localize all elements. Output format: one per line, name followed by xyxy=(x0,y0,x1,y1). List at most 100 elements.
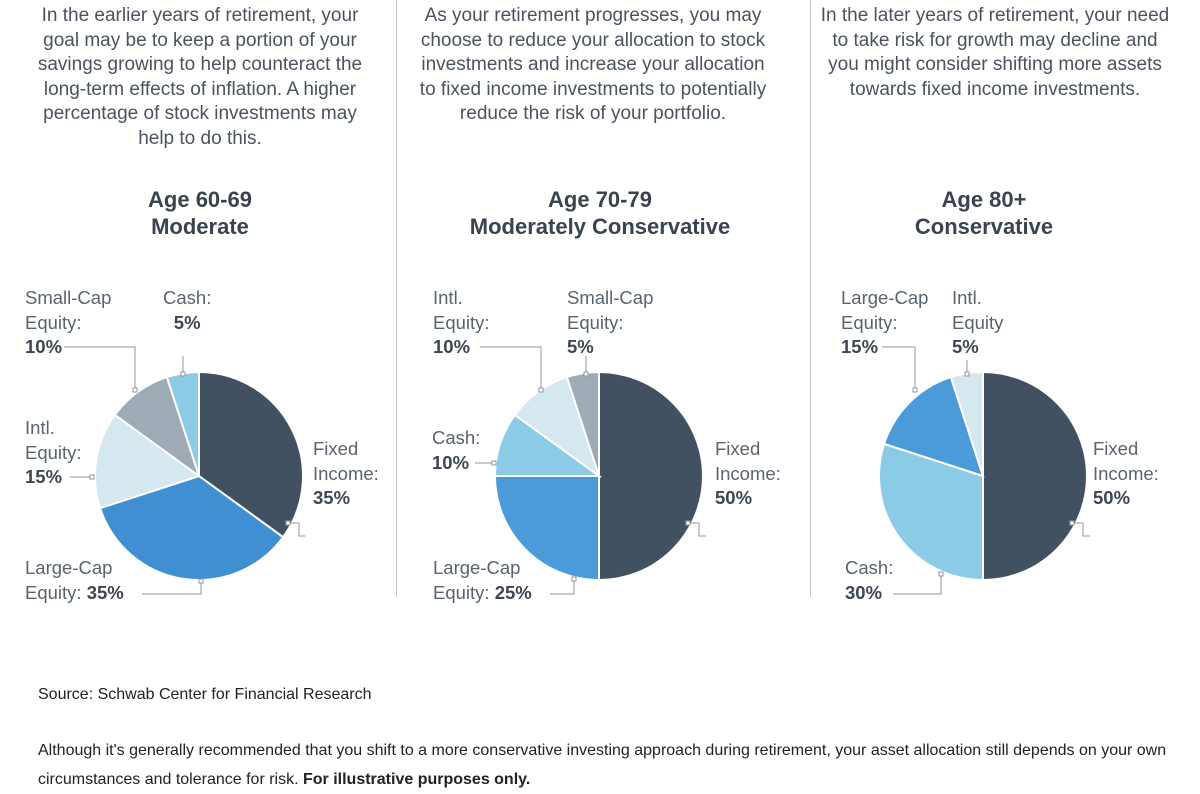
pie-charts xyxy=(64,346,1090,595)
chart1-cash-value: 5% xyxy=(173,311,201,333)
pie-1-leader-dot-large-cap-equity xyxy=(198,578,204,584)
conservative-profile-heading: Conservative xyxy=(914,214,1054,239)
chart1-intl-value: 15% xyxy=(25,466,63,488)
age-70-79-heading: Age 70-79 xyxy=(548,187,652,212)
chart2-intl-name: Intl. xyxy=(433,287,463,308)
chart1-large-cap-name2: Equity: xyxy=(25,581,87,603)
chart1-label-fixed-income: Fixed Income: 35% xyxy=(313,437,379,511)
column-2-title: Age 70-79 Moderately Conservative xyxy=(440,186,760,240)
column-1-description: In the earlier years of retirement, your… xyxy=(37,5,363,149)
chart2-label-cash: Cash: 10% xyxy=(432,426,480,475)
chart2-intl-name2: Equity: xyxy=(433,311,490,333)
pie-2-leader-intl-equity xyxy=(480,346,542,390)
pie-2-slice-fixed-income xyxy=(598,370,704,582)
chart1-fixed-name2: Income: xyxy=(313,462,379,484)
pie-1-slice-intl-equity xyxy=(93,413,202,510)
pie-3-leader-dot-cash xyxy=(938,571,944,577)
chart1-intl-name: Intl. xyxy=(25,417,55,438)
chart3-intl-name: Intl. xyxy=(952,287,982,308)
pie-3-slice-cash xyxy=(877,442,984,582)
chart3-label-cash: Cash: 30% xyxy=(845,556,893,605)
column-2-description: As your retirement progresses, you may c… xyxy=(419,5,767,125)
chart2-small-cap-value: 5% xyxy=(567,336,594,358)
column-divider-2 xyxy=(810,0,811,597)
pie-1-leader-large-cap-equity xyxy=(142,581,202,595)
pie-chart-2 xyxy=(475,346,706,595)
chart1-small-cap-name2: Equity: xyxy=(25,311,82,333)
chart3-intl-name2: Equity xyxy=(952,311,1004,333)
pie-1-slice-fixed-income xyxy=(198,370,304,539)
chart2-cash-value: 10% xyxy=(432,451,470,473)
column-1-title: Age 60-69 Moderate xyxy=(60,186,340,240)
chart3-cash-name: Cash: xyxy=(845,557,894,578)
chart3-intl-value: 5% xyxy=(952,336,979,358)
chart2-label-small-cap: Small-Cap Equity: 5% xyxy=(567,286,653,360)
pie-1-leader-dot-small-cap-equity xyxy=(132,387,138,393)
column-divider-1 xyxy=(396,0,397,597)
pie-2-leader-large-cap-equity xyxy=(550,579,575,595)
chart1-cash-name: Cash: xyxy=(163,287,212,308)
column-3-description: In the later years of retirement, your n… xyxy=(820,5,1170,100)
pie-2-leader-fixed-income xyxy=(688,522,706,537)
chart2-label-intl: Intl. Equity: 10% xyxy=(433,286,490,360)
chart3-fixed-name2: Income: xyxy=(1093,462,1159,484)
pie-2-leader-dot-intl-equity xyxy=(538,387,544,393)
chart2-fixed-value: 50% xyxy=(715,487,753,509)
moderately-conservative-profile-heading: Moderately Conservative xyxy=(469,214,731,239)
pie-3-leader-dot-large-cap-equity xyxy=(912,387,918,393)
chart3-large-cap-name: Large-Cap xyxy=(841,287,929,308)
chart2-label-large-cap: Large-Cap Equity: 25% xyxy=(433,556,532,605)
chart3-large-cap-value: 15% xyxy=(841,336,879,358)
chart3-label-intl: Intl. Equity 5% xyxy=(952,286,1003,360)
pie-3-slice-fixed-income xyxy=(982,370,1088,582)
pie-2-leader-dot-fixed-income xyxy=(685,520,691,526)
chart3-label-large-cap: Large-Cap Equity: 15% xyxy=(841,286,928,360)
pie-1-leader-small-cap-equity xyxy=(64,346,136,390)
pie-1-slice-large-cap-equity xyxy=(98,474,285,581)
chart1-small-cap-name: Small-Cap xyxy=(25,287,112,308)
pie-1-leader-dot-fixed-income xyxy=(285,520,291,526)
chart2-fixed-name: Fixed xyxy=(715,438,761,459)
disclaimer-note: Although it's generally recommended that… xyxy=(38,736,1168,794)
disclaimer-text: Although it's generally recommended that… xyxy=(38,742,1167,788)
chart2-large-cap-name: Large-Cap xyxy=(433,557,521,578)
pie-chart-3 xyxy=(877,346,1090,595)
chart3-fixed-value: 50% xyxy=(1093,487,1131,509)
pie-chart-1 xyxy=(64,346,305,595)
pie-2-leader-dot-large-cap-equity xyxy=(571,576,577,582)
chart1-label-intl: Intl. Equity: 15% xyxy=(25,416,82,490)
chart2-small-cap-name2: Equity: xyxy=(567,311,624,333)
pie-1-leader-dot-cash xyxy=(180,371,186,377)
pie-3-leader-cash xyxy=(893,574,942,595)
chart2-small-cap-name: Small-Cap xyxy=(567,287,654,308)
moderate-profile-heading: Moderate xyxy=(151,214,249,239)
chart3-label-fixed-income: Fixed Income: 50% xyxy=(1093,437,1159,511)
pie-1-leader-dot-intl-equity xyxy=(89,474,95,480)
chart1-small-cap-value: 10% xyxy=(25,336,63,358)
chart2-intl-value: 10% xyxy=(433,336,471,358)
chart2-label-fixed-income: Fixed Income: 50% xyxy=(715,437,781,511)
chart2-large-cap-value: 25% xyxy=(494,581,532,603)
source-note: Source: Schwab Center for Financial Rese… xyxy=(38,686,372,703)
chart2-cash-name: Cash: xyxy=(432,427,481,448)
age-60-69-heading: Age 60-69 xyxy=(148,187,252,212)
disclaimer-bold: For illustrative purposes only. xyxy=(303,771,531,788)
chart3-cash-value: 30% xyxy=(845,581,883,603)
chart1-fixed-name: Fixed xyxy=(313,438,359,459)
age-80-plus-heading: Age 80+ xyxy=(941,187,1027,212)
pie-3-leader-large-cap-equity xyxy=(882,346,916,390)
pie-3-leader-dot-intl-equity xyxy=(964,371,970,377)
pie-3-leader-dot-fixed-income xyxy=(1069,520,1075,526)
column-3-title: Age 80+ Conservative xyxy=(844,186,1124,240)
chart1-label-small-cap: Small-Cap Equity: 10% xyxy=(25,286,111,360)
chart3-fixed-name: Fixed xyxy=(1093,438,1139,459)
pie-2-slice-large-cap-equity xyxy=(493,475,600,582)
pie-1-leader-fixed-income xyxy=(288,522,305,537)
chart3-large-cap-name2: Equity: xyxy=(841,311,898,333)
pie-2-leader-dot-small-cap-equity xyxy=(583,371,589,377)
chart2-fixed-name2: Income: xyxy=(715,462,781,484)
chart1-label-cash: Cash: 5% xyxy=(163,286,211,335)
chart1-large-cap-value: 35% xyxy=(86,581,124,603)
chart1-large-cap-name: Large-Cap xyxy=(25,557,113,578)
chart1-label-large-cap: Large-Cap Equity: 35% xyxy=(25,556,124,605)
